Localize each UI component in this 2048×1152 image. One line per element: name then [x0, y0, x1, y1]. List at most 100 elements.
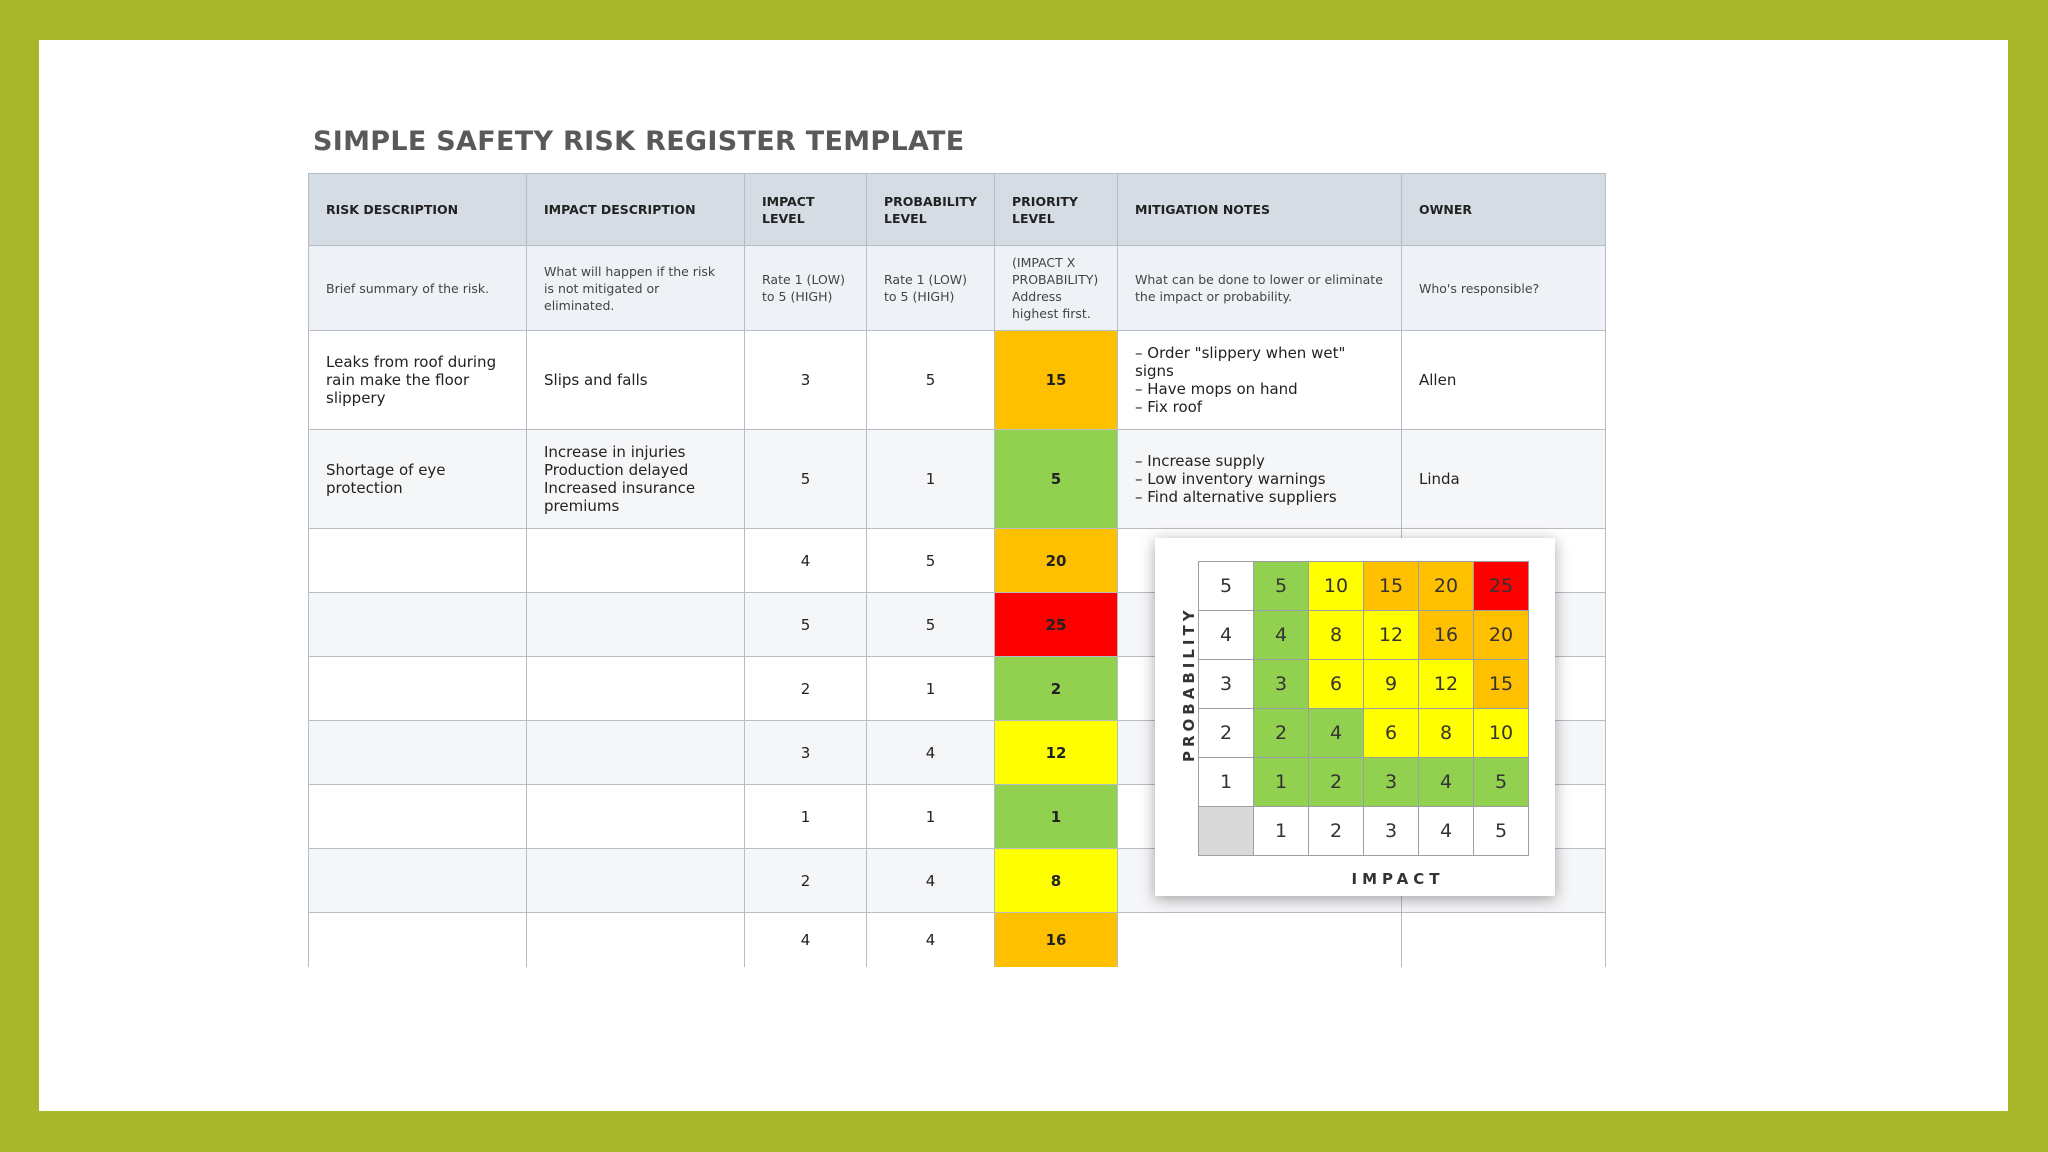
priority-level-cell: 1: [994, 784, 1118, 849]
impact-axis-value: 1: [1253, 806, 1309, 856]
impact-axis-value: 4: [1418, 806, 1474, 856]
mitigation-line: – Low inventory warnings: [1135, 470, 1326, 488]
impact-description-cell: [526, 656, 745, 721]
probability-level-cell: 1: [866, 429, 995, 529]
matrix-cell: 5: [1473, 757, 1529, 807]
probability-axis-value: 5: [1198, 561, 1254, 611]
mitigation-notes-cell: [1117, 912, 1402, 967]
impact-description-cell: [526, 592, 745, 657]
matrix-cell: 10: [1308, 561, 1364, 611]
impact-description-cell: Increase in injuries Production delayed …: [526, 429, 745, 529]
mitigation-line: – Have mops on hand: [1135, 380, 1298, 398]
matrix-cell: 2: [1253, 708, 1309, 758]
risk-description-cell: [308, 592, 527, 657]
matrix-cell: 3: [1363, 757, 1419, 807]
impact-level-cell: 3: [744, 720, 867, 785]
probability-level-cell: 5: [866, 330, 995, 430]
priority-level-cell: 8: [994, 848, 1118, 913]
hint-owner: Who's responsible?: [1401, 245, 1606, 331]
matrix-cell: 6: [1363, 708, 1419, 758]
matrix-row: 2 2 4 6 8 10: [1198, 708, 1529, 758]
impact-description-cell: [526, 912, 745, 967]
hint-probability-level: Rate 1 (LOW) to 5 (HIGH): [866, 245, 995, 331]
owner-cell: Linda: [1401, 429, 1606, 529]
impact-level-cell: 5: [744, 592, 867, 657]
header-row: RISK DESCRIPTION IMPACT DESCRIPTION IMPA…: [308, 173, 1606, 246]
matrix-cell: 6: [1308, 659, 1364, 709]
risk-register-table: RISK DESCRIPTION IMPACT DESCRIPTION IMPA…: [308, 173, 1606, 967]
hint-impact-description: What will happen if the risk is not miti…: [526, 245, 745, 331]
mitigation-line: – Find alternative suppliers: [1135, 488, 1337, 506]
matrix-cell: 2: [1308, 757, 1364, 807]
probability-axis-value: 4: [1198, 610, 1254, 660]
matrix-cell: 1: [1253, 757, 1309, 807]
impact-level-cell: 1: [744, 784, 867, 849]
matrix-cell: 15: [1473, 659, 1529, 709]
matrix-cell: 20: [1418, 561, 1474, 611]
table-body: Leaks from roof during rain make the flo…: [308, 330, 1606, 967]
matrix-cell: 8: [1308, 610, 1364, 660]
header-mitigation-notes: MITIGATION NOTES: [1117, 173, 1402, 246]
matrix-cell: 20: [1473, 610, 1529, 660]
mitigation-line: – Fix roof: [1135, 398, 1203, 416]
impact-level-cell: 2: [744, 848, 867, 913]
priority-level-cell: 16: [994, 912, 1118, 967]
matrix-cell: 4: [1308, 708, 1364, 758]
probability-axis-value: 1: [1198, 757, 1254, 807]
impact-axis-value: 5: [1473, 806, 1529, 856]
matrix-cell: 25: [1473, 561, 1529, 611]
priority-level-cell: 15: [994, 330, 1118, 430]
impact-level-cell: 5: [744, 429, 867, 529]
probability-level-cell: 5: [866, 592, 995, 657]
risk-description-cell: [308, 848, 527, 913]
matrix-cell: 4: [1418, 757, 1474, 807]
matrix-cell: 15: [1363, 561, 1419, 611]
header-impact-level: IMPACT LEVEL: [744, 173, 867, 246]
impact-description-cell: [526, 848, 745, 913]
mitigation-notes-cell: – Order "slippery when wet" signs – Have …: [1117, 330, 1402, 430]
matrix-cell: 4: [1253, 610, 1309, 660]
impact-level-cell: 4: [744, 912, 867, 967]
matrix-cell: 12: [1363, 610, 1419, 660]
probability-axis-value: 2: [1198, 708, 1254, 758]
probability-level-cell: 1: [866, 656, 995, 721]
probability-level-cell: 4: [866, 912, 995, 967]
matrix-row: 5 5 10 15 20 25: [1198, 561, 1529, 611]
probability-level-cell: 4: [866, 848, 995, 913]
header-impact-description: IMPACT DESCRIPTION: [526, 173, 745, 246]
risk-description-cell: [308, 784, 527, 849]
mitigation-line: – Order "slippery when wet" signs: [1135, 344, 1346, 380]
impact-level-cell: 2: [744, 656, 867, 721]
matrix-cell: 12: [1418, 659, 1474, 709]
impact-description-cell: Slips and falls: [526, 330, 745, 430]
hint-mitigation-notes: What can be done to lower or eliminate t…: [1117, 245, 1402, 331]
mitigation-notes-cell: – Increase supply – Low inventory warning…: [1117, 429, 1402, 529]
risk-description-cell: Shortage of eye protection: [308, 429, 527, 529]
hint-impact-level: Rate 1 (LOW) to 5 (HIGH): [744, 245, 867, 331]
risk-description-cell: [308, 656, 527, 721]
matrix-cell: 9: [1363, 659, 1419, 709]
matrix-cell: 3: [1253, 659, 1309, 709]
header-risk-description: RISK DESCRIPTION: [308, 173, 527, 246]
risk-matrix: 5 5 10 15 20 25 4 4 8 12 16 20 3 3 6 9 12 15 2 2 4 6 8 10 1 1 2 3 4 5…: [1198, 561, 1529, 856]
header-priority-level: PRIORITY LEVEL: [994, 173, 1118, 246]
header-owner: OWNER: [1401, 173, 1606, 246]
priority-level-cell: 25: [994, 592, 1118, 657]
impact-level-cell: 3: [744, 330, 867, 430]
risk-description-cell: [308, 912, 527, 967]
impact-level-cell: 4: [744, 528, 867, 593]
table-row: 4 4 16: [308, 912, 1606, 967]
priority-level-cell: 12: [994, 720, 1118, 785]
matrix-corner: [1198, 806, 1254, 856]
impact-axis-value: 2: [1308, 806, 1364, 856]
page-title: SIMPLE SAFETY RISK REGISTER TEMPLATE: [313, 126, 965, 157]
matrix-cell: 5: [1253, 561, 1309, 611]
table-row: Leaks from roof during rain make the flo…: [308, 330, 1606, 430]
impact-description-cell: [526, 784, 745, 849]
probability-level-cell: 5: [866, 528, 995, 593]
mitigation-line: – Increase supply: [1135, 452, 1265, 470]
owner-cell: [1401, 912, 1606, 967]
table-row: Shortage of eye protection Increase in in…: [308, 429, 1606, 529]
instruction-row: Brief summary of the risk. What will hap…: [308, 245, 1606, 331]
